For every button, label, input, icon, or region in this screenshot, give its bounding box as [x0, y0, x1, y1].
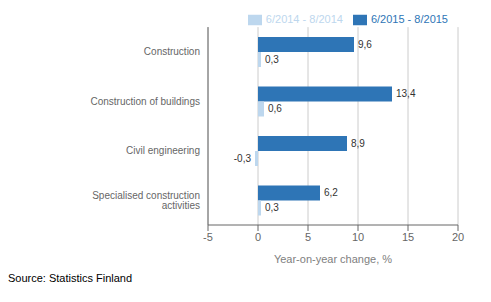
html-text:6/2014 - 8/2014: 6/2014 - 8/2014 — [265, 13, 343, 25]
svg-text:Year-on-year change, %: Year-on-year change, % — [274, 253, 392, 265]
svg-text:6,2: 6,2 — [324, 187, 338, 198]
svg-text:0,3: 0,3 — [265, 54, 279, 65]
svg-text:Construction: Construction — [144, 46, 200, 57]
svg-text:Construction of buildings: Construction of buildings — [90, 96, 200, 107]
svg-text:Specialised constructionactivi: Specialised constructionactivities — [92, 190, 200, 211]
svg-text:10: 10 — [352, 231, 364, 243]
svg-text:0: 0 — [255, 231, 261, 243]
svg-text:13,4: 13,4 — [396, 88, 416, 99]
svg-text:15: 15 — [402, 231, 414, 243]
svg-text:-5: -5 — [203, 231, 213, 243]
svg-text:9,6: 9,6 — [358, 39, 372, 50]
html-text:Source: Statistics Finland: Source: Statistics Finland — [8, 272, 133, 284]
svg-text:5: 5 — [305, 231, 311, 243]
svg-text:0,6: 0,6 — [268, 103, 282, 114]
html-text:6/2015 - 8/2015: 6/2015 - 8/2015 — [370, 13, 448, 25]
svg-text:Civil engineering: Civil engineering — [126, 145, 200, 156]
svg-text:20: 20 — [452, 231, 464, 243]
svg-text:0,3: 0,3 — [265, 202, 279, 213]
svg-text:8,9: 8,9 — [351, 138, 365, 149]
svg-text:-0,3: -0,3 — [234, 153, 252, 164]
